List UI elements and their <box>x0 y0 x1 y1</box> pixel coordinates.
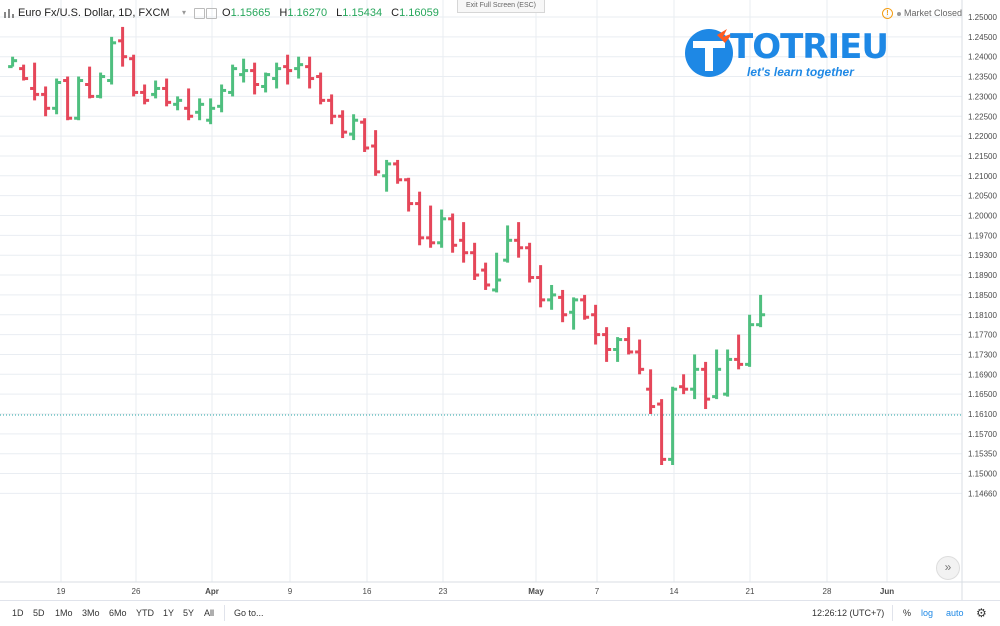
price-tick-label: 1.16900 <box>968 370 997 379</box>
logo-emblem-icon <box>685 29 733 77</box>
price-tick-label: 1.21500 <box>968 152 997 161</box>
ohlc-readout: O1.15665 H1.16270 L1.15434 C1.16059 <box>222 7 445 19</box>
price-tick-label: 1.18500 <box>968 291 997 300</box>
price-tick-label: 1.20500 <box>968 192 997 201</box>
bar-chart-icon <box>4 9 14 18</box>
range-1d[interactable]: 1D <box>12 608 24 618</box>
time-tick-label: Jun <box>880 587 894 596</box>
open-value: 1.15665 <box>230 7 271 19</box>
open-key: O <box>222 7 231 19</box>
range-1mo[interactable]: 1Mo <box>55 608 73 618</box>
logo-name: TOTRIEU <box>730 27 889 67</box>
price-tick-label: 1.16100 <box>968 410 997 419</box>
low-value: 1.15434 <box>342 7 383 19</box>
log-toggle[interactable]: log <box>921 608 934 618</box>
goto-button[interactable]: Go to... <box>234 608 264 618</box>
clock-readout: 12:26:12 (UTC+7) <box>812 608 885 618</box>
settings-small-icon[interactable] <box>206 8 217 19</box>
price-tick-label: 1.20000 <box>968 212 997 221</box>
chevron-down-icon[interactable]: ▾ <box>182 8 187 17</box>
range-ytd[interactable]: YTD <box>136 608 154 618</box>
range-5y[interactable]: 5Y <box>183 608 195 618</box>
price-tick-label: 1.15350 <box>968 450 997 459</box>
range-5d[interactable]: 5D <box>33 608 45 618</box>
price-tick-label: 1.23500 <box>968 73 997 82</box>
price-tick-label: 1.24500 <box>968 33 997 42</box>
time-tick-label: 28 <box>823 587 832 596</box>
price-tick-label: 1.17300 <box>968 350 997 359</box>
warning-icon: ! <box>882 8 893 20</box>
high-key: H <box>279 7 288 19</box>
hide-icon[interactable] <box>194 8 205 19</box>
time-tick-label: 14 <box>670 587 679 596</box>
status-dot-icon <box>897 11 901 16</box>
close-key: C <box>391 7 400 19</box>
time-tick-label: 21 <box>746 587 755 596</box>
range-all[interactable]: All <box>204 608 215 618</box>
exit-fullscreen-button[interactable]: Exit Full Screen (ESC) <box>457 0 545 13</box>
time-tick-label: 26 <box>132 587 141 596</box>
time-tick-label: 16 <box>363 587 372 596</box>
logo-tagline: let's learn together <box>747 65 854 79</box>
range-1y[interactable]: 1Y <box>163 608 175 618</box>
auto-toggle[interactable]: auto <box>946 608 964 618</box>
price-tick-label: 1.15000 <box>968 470 997 479</box>
price-tick-label: 1.16500 <box>968 390 997 399</box>
price-chart[interactable]: 1.25000 1.24500 1.24000 1.23500 1.23000 1.225… <box>0 0 1000 600</box>
range-6mo[interactable]: 6Mo <box>109 608 127 618</box>
price-tick-label: 1.23000 <box>968 92 997 101</box>
footer-divider <box>892 605 893 621</box>
price-tick-label: 1.21000 <box>968 172 997 181</box>
close-value: 1.16059 <box>399 7 439 19</box>
chart-header: Euro Fx/U.S. Dollar, 1D, FXCM ▾ O1.15665… <box>0 0 1000 26</box>
price-tick-label: 1.15700 <box>968 430 997 439</box>
time-tick-label: Apr <box>205 587 219 596</box>
time-tick-label: 23 <box>439 587 448 596</box>
time-tick-label: 9 <box>288 587 293 596</box>
double-chevron-right-icon[interactable]: » <box>936 556 960 580</box>
brand-logo: TOTRIEU let's learn together <box>683 22 889 84</box>
price-tick-label: 1.24000 <box>968 53 997 62</box>
symbol-title[interactable]: Euro Fx/U.S. Dollar, 1D, FXCM <box>18 7 170 19</box>
range-3mo[interactable]: 3Mo <box>82 608 100 618</box>
time-tick-label: May <box>528 587 544 596</box>
price-tick-label: 1.18900 <box>968 271 997 280</box>
time-tick-label: 19 <box>57 587 66 596</box>
price-tick-label: 1.18100 <box>968 311 997 320</box>
price-tick-label: 1.14660 <box>968 489 997 498</box>
price-tick-label: 1.19700 <box>968 231 997 240</box>
price-tick-label: 1.22000 <box>968 132 997 141</box>
percent-toggle[interactable]: % <box>903 608 912 618</box>
footer-divider <box>224 605 225 621</box>
price-tick-label: 1.17700 <box>968 331 997 340</box>
market-status: ! Market Closed <box>882 8 963 20</box>
low-key: L <box>336 7 343 19</box>
high-value: 1.16270 <box>287 7 328 19</box>
price-tick-label: 1.22500 <box>968 112 997 121</box>
chart-footer: 1D 5D 1Mo 3Mo 6Mo YTD 1Y 5Y All Go to...… <box>0 600 1000 626</box>
price-tick-label: 1.19300 <box>968 251 997 260</box>
market-status-text: Market Closed <box>904 8 963 18</box>
gear-icon[interactable]: ⚙ <box>976 606 987 620</box>
time-tick-label: 7 <box>595 587 600 596</box>
price-tick-label: 1.25000 <box>968 13 997 22</box>
